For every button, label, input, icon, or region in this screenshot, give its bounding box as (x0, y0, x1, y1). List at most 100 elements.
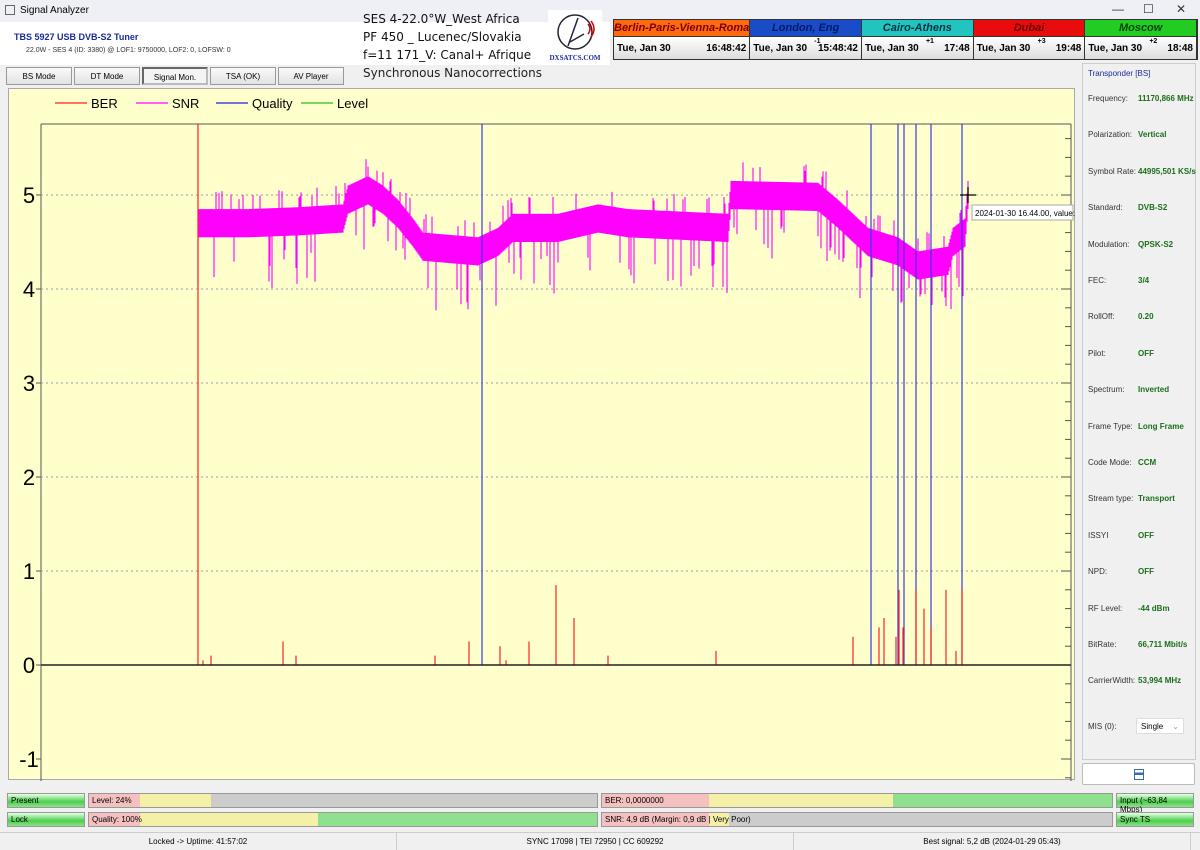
tooltip-text: 2024-01-30 16.44.00, value: 5 (975, 209, 1076, 218)
clock-offset: +1 (925, 38, 934, 45)
transponder-label: Polarization: (1088, 130, 1133, 140)
input-indicator: Input (~63,84 Mbps) (1116, 793, 1194, 814)
transponder-label: Code Mode: (1088, 458, 1132, 467)
svg-text:DXSATCS.COM: DXSATCS.COM (549, 54, 600, 62)
transponder-label: RF Level: (1088, 603, 1123, 613)
tab-bs-mode[interactable]: BS Mode (6, 67, 72, 85)
header (0, 22, 610, 65)
transponder-value: 53,994 MHz (1138, 676, 1182, 686)
snr-series (197, 159, 969, 311)
y-tick-label: 1 (23, 559, 35, 584)
clock-time: 16:48:42 (706, 42, 747, 54)
clock-date: Tue, Jan 30 (753, 42, 808, 54)
clock-city: Cairo-Athens (861, 20, 973, 37)
quality-label: Quality: 100% (92, 815, 142, 824)
y-tick-label: 2 (23, 465, 35, 490)
clock-city: Moscow (1085, 20, 1196, 37)
transponder-value: Vertical (1138, 130, 1167, 140)
level-label: Level: 24% (92, 796, 132, 805)
ber-bar: BER: 0,0000000 (601, 793, 1113, 808)
close-button[interactable]: ✕ (1176, 2, 1187, 16)
tab-av-player[interactable]: AV Player (278, 67, 344, 85)
transponder-value: 66,711 Mbit/s (1138, 640, 1188, 649)
clock-3: Dubai Tue, Jan 30 +3 19:48 (973, 20, 1086, 59)
tab-dt-mode[interactable]: DT Mode (74, 67, 140, 85)
world-clocks: Berlin-Paris-Vienna-Roma Tue, Jan 30 16:4… (613, 19, 1198, 60)
snr-bar: SNR: 4,9 dB (Margin: 0,9 dB | Very Poor) (601, 812, 1113, 827)
overlay-caption: Synchronous Nanocorrections (363, 66, 542, 80)
transponder-label: Spectrum: (1088, 385, 1125, 395)
transponder-label: BitRate: (1088, 640, 1117, 649)
transponder-label: FEC: (1088, 276, 1107, 285)
clock-time: 15:48:42 (817, 42, 858, 54)
transponder-value: DVB-S2 (1138, 203, 1168, 213)
transponder-value: 11170,866 MHz (1138, 94, 1194, 103)
crosshair-cursor (960, 187, 976, 203)
best-signal-status: Best signal: 5,2 dB (2024-01-29 05:43) (794, 833, 1191, 850)
legend-label-quality: Quality (252, 96, 293, 111)
overlay-frequency: f=11 171_V: Canal+ Afrique (363, 48, 532, 62)
transponder-value: CCM (1138, 458, 1157, 467)
mis-value: Single (1141, 722, 1164, 731)
chevron-down-icon: ⌄ (1172, 722, 1179, 731)
lock-indicator: Lock (7, 812, 85, 827)
y-tick-label: 4 (23, 277, 35, 302)
clock-4: Moscow Tue, Jan 30 +2 18:48 (1085, 20, 1197, 59)
tuner-info: 22.0W - SES 4 (ID: 3380) @ LOF1: 9750000… (26, 47, 231, 54)
clock-offset: +3 (1037, 38, 1046, 45)
transponder-label: CarrierWidth: (1088, 676, 1136, 686)
clock-offset: -1 (814, 38, 821, 45)
transponder-panel: Transponder [BS] Frequency: 11170,866 MHz… (1082, 63, 1196, 760)
y-tick-label: 5 (23, 183, 35, 208)
panel-toggle-button[interactable] (1082, 763, 1195, 785)
y-tick-label: 3 (23, 371, 35, 396)
present-indicator: Present (7, 793, 85, 808)
clock-city: Dubai (973, 20, 1085, 37)
transponder-value: Long Frame (1138, 421, 1184, 431)
transponder-label: Frequency: (1088, 94, 1129, 103)
clock-city: Berlin-Paris-Vienna-Roma (614, 20, 750, 37)
transponder-value: Transport (1138, 494, 1175, 504)
legend-label-ber: BER (91, 96, 118, 111)
tab-signal-mon-[interactable]: Signal Mon. (142, 67, 208, 85)
signal-chart: 5 4 3 2 1 0 -1 BER SNR Quality Level 2024-01-30 16.… (8, 88, 1082, 781)
app-icon (5, 5, 15, 15)
signal-chart-svg: 5 4 3 2 1 0 -1 BER SNR Quality Level 2024-01-30 16.… (19, 96, 1082, 781)
quality-bar: Quality: 100% (88, 812, 598, 827)
clock-date: Tue, Jan 30 (1088, 42, 1143, 54)
clock-offset: +2 (1149, 38, 1158, 45)
mode-tabs: BS Mode DT Mode Signal Mon. TSA (OK) AV Play… (6, 67, 344, 85)
clock-date: Tue, Jan 30 (976, 42, 1031, 54)
transponder-label: ISSYI (1088, 530, 1109, 540)
clock-time: 19:48 (1055, 42, 1082, 54)
transponder-value: QPSK-S2 (1138, 239, 1174, 249)
transponder-label: RollOff: (1088, 312, 1115, 322)
clock-2: Cairo-Athens Tue, Jan 30 +1 17:48 (861, 20, 974, 59)
transponder-label: Pilot: (1088, 348, 1106, 358)
transponder-value: -44 dBm (1138, 603, 1170, 613)
window-title: Signal Analyzer (20, 5, 89, 16)
overlay-location: PF 450 _ Lucenec/Slovakia (363, 30, 522, 44)
tab-tsa-ok-[interactable]: TSA (OK) (210, 67, 276, 85)
sync-status: SYNC 17098 | TEI 72950 | CC 609292 (397, 833, 794, 850)
mis-select[interactable]: Single ⌄ (1136, 718, 1184, 734)
ber-label: BER: 0,0000000 (605, 796, 664, 805)
window-icon (1134, 769, 1144, 780)
transponder-value: 0.20 (1138, 312, 1154, 322)
transponder-label: Standard: (1088, 203, 1123, 213)
y-tick-label: 0 (23, 653, 35, 678)
clock-time: 18:48 (1167, 42, 1193, 54)
sync-ts-indicator: Sync TS (1116, 812, 1194, 827)
uptime-status: Locked -> Uptime: 41:57:02 (0, 833, 397, 850)
status-bar: Locked -> Uptime: 41:57:02 SYNC 17098 | … (0, 832, 1200, 850)
clock-1: London, Eng Tue, Jan 30 -1 15:48:42 (750, 20, 862, 59)
transponder-value: 44995,501 KS/s (1138, 166, 1196, 176)
clock-0: Berlin-Paris-Vienna-Roma Tue, Jan 30 16:4… (614, 20, 751, 59)
minimize-button[interactable]: — (1112, 2, 1124, 16)
clock-date: Tue, Jan 30 (864, 42, 919, 54)
snr-label: SNR: 4,9 dB (Margin: 0,9 dB | Very Poor) (605, 815, 751, 824)
tooltip-box (971, 204, 1074, 221)
transponder-value: OFF (1138, 567, 1154, 577)
transponder-label: Stream type: (1088, 494, 1134, 504)
maximize-button[interactable]: ☐ (1143, 2, 1154, 16)
